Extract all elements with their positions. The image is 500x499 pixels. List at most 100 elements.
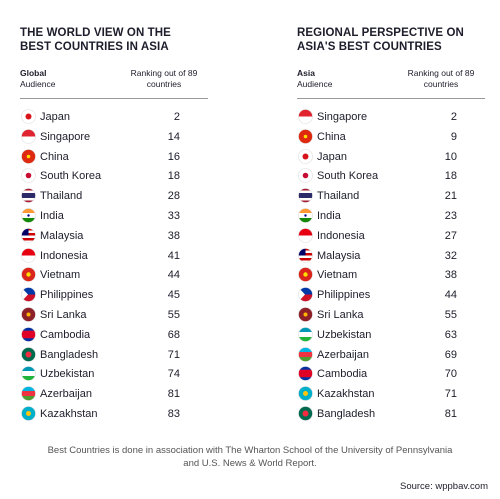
country-name: Uzbekistan [40,368,95,381]
flag-icon [298,128,313,144]
rank-value: 33 [167,209,180,222]
flag-icon [21,386,36,401]
panel: THE WORLD VIEW ON THE BEST COUNTRIES IN … [20,26,210,425]
flag-icon [298,208,313,223]
flag-icon [21,287,36,302]
flag-icon [21,366,36,382]
ranking-row: Vietnam 38 [297,266,487,286]
audience-sub: Audience [297,79,333,89]
flag-icon [298,406,313,421]
source: Source: wppbav.com [399,481,488,492]
audience: Global Audience [20,68,210,90]
country-name: Sri Lanka [317,308,364,321]
ranking-row: Japan 10 [297,148,487,168]
ranking-row: India 33 [20,207,210,227]
rank-value: 63 [444,328,457,341]
country-name: Cambodia [317,368,368,381]
rank-value: 14 [167,130,180,143]
country-name: Malaysia [40,229,84,242]
country-name: India [40,209,64,222]
rank-value: 69 [444,348,457,361]
rank-value: 9 [450,130,457,143]
ranking-row: Bangladesh 71 [20,346,210,366]
flag-icon [298,287,313,302]
rank-value: 55 [167,308,180,321]
panel-title: THE WORLD VIEW ON THE BEST COUNTRIES IN … [20,27,171,53]
flag-icon [298,267,313,283]
rank-value: 10 [444,150,457,163]
country-name: Malaysia [317,249,361,262]
flag-icon [298,326,313,342]
country-name: Kazakhstan [317,388,375,401]
flag-icon [21,148,36,164]
ranking-row: Philippines 45 [20,286,210,306]
flag-icon [298,227,313,243]
country-name: Japan [40,111,70,123]
ranking-row: Indonesia 27 [297,227,487,247]
rank-value: 18 [167,170,180,183]
flag-icon [21,346,36,362]
audience-label: Global [20,68,47,78]
table-header: Asia Audience Ranking out of 89 countries [297,68,487,98]
ranking-row: Kazakhstan 83 [20,405,210,425]
ranking-row: China 9 [297,128,487,148]
flag-icon [21,227,36,243]
country-name: Azerbaijan [40,388,92,401]
country-name: Vietnam [40,269,81,282]
ranking-row: Cambodia 68 [20,326,210,346]
rank-value: 44 [167,269,180,282]
ranking-row: Thailand 21 [297,187,487,207]
flag-icon [298,247,313,263]
country-name: Thailand [317,190,360,203]
ranking-row: Thailand 28 [20,187,210,207]
country-name: Thailand [40,190,83,203]
flag-icon [21,247,36,263]
rank-value: 41 [167,249,180,262]
rank-value: 74 [167,368,180,381]
ranking-row: South Korea 18 [297,167,487,187]
rank-value: 83 [167,407,180,420]
ranking-row: Malaysia 38 [20,227,210,247]
country-name: Azerbaijan [317,348,369,361]
ranking-row: Japan 2 [20,108,210,128]
rank-value: 45 [167,289,180,302]
rank-value: 68 [167,328,180,341]
country-name: South Korea [40,170,102,183]
ranking-row: Vietnam 44 [20,266,210,286]
divider [20,98,208,99]
ranking-row: Azerbaijan 81 [20,385,210,405]
rank-value: 71 [444,388,457,401]
ranking-row: Uzbekistan 74 [20,365,210,385]
rank-value: 21 [444,190,457,203]
flag-icon [298,148,313,164]
country-name: China [317,130,346,143]
rank-value: 38 [167,229,180,242]
flag-icon [21,168,36,184]
flag-icon [298,168,313,184]
country-name: South Korea [317,170,379,183]
flag-icon [21,267,36,283]
flag-icon [21,326,36,342]
ranking-row: Sri Lanka 55 [297,306,487,326]
country-name: China [40,150,69,163]
flag-icon [21,109,36,124]
rank-value: 23 [444,209,457,222]
country-name: Singapore [317,111,368,123]
flag-icon [21,208,36,223]
audience: Asia Audience [297,68,487,90]
ranking-row: India 23 [297,207,487,227]
flag-icon [298,366,313,382]
ranking-list: Singapore 2 China 9 Japan 10 South Korea 18 Thai… [297,108,487,425]
rank-value: 71 [167,348,180,361]
country-name: Vietnam [317,269,358,282]
ranking-row: Philippines 44 [297,286,487,306]
flag-icon [21,307,36,322]
country-name: Bangladesh [40,348,99,361]
ranking-row: Bangladesh 81 [297,405,487,425]
country-name: Singapore [40,130,91,143]
audience-sub: Audience [20,79,56,89]
country-name: India [317,209,341,222]
ranking-row: Cambodia 70 [297,365,487,385]
rank-value: 81 [444,407,457,420]
